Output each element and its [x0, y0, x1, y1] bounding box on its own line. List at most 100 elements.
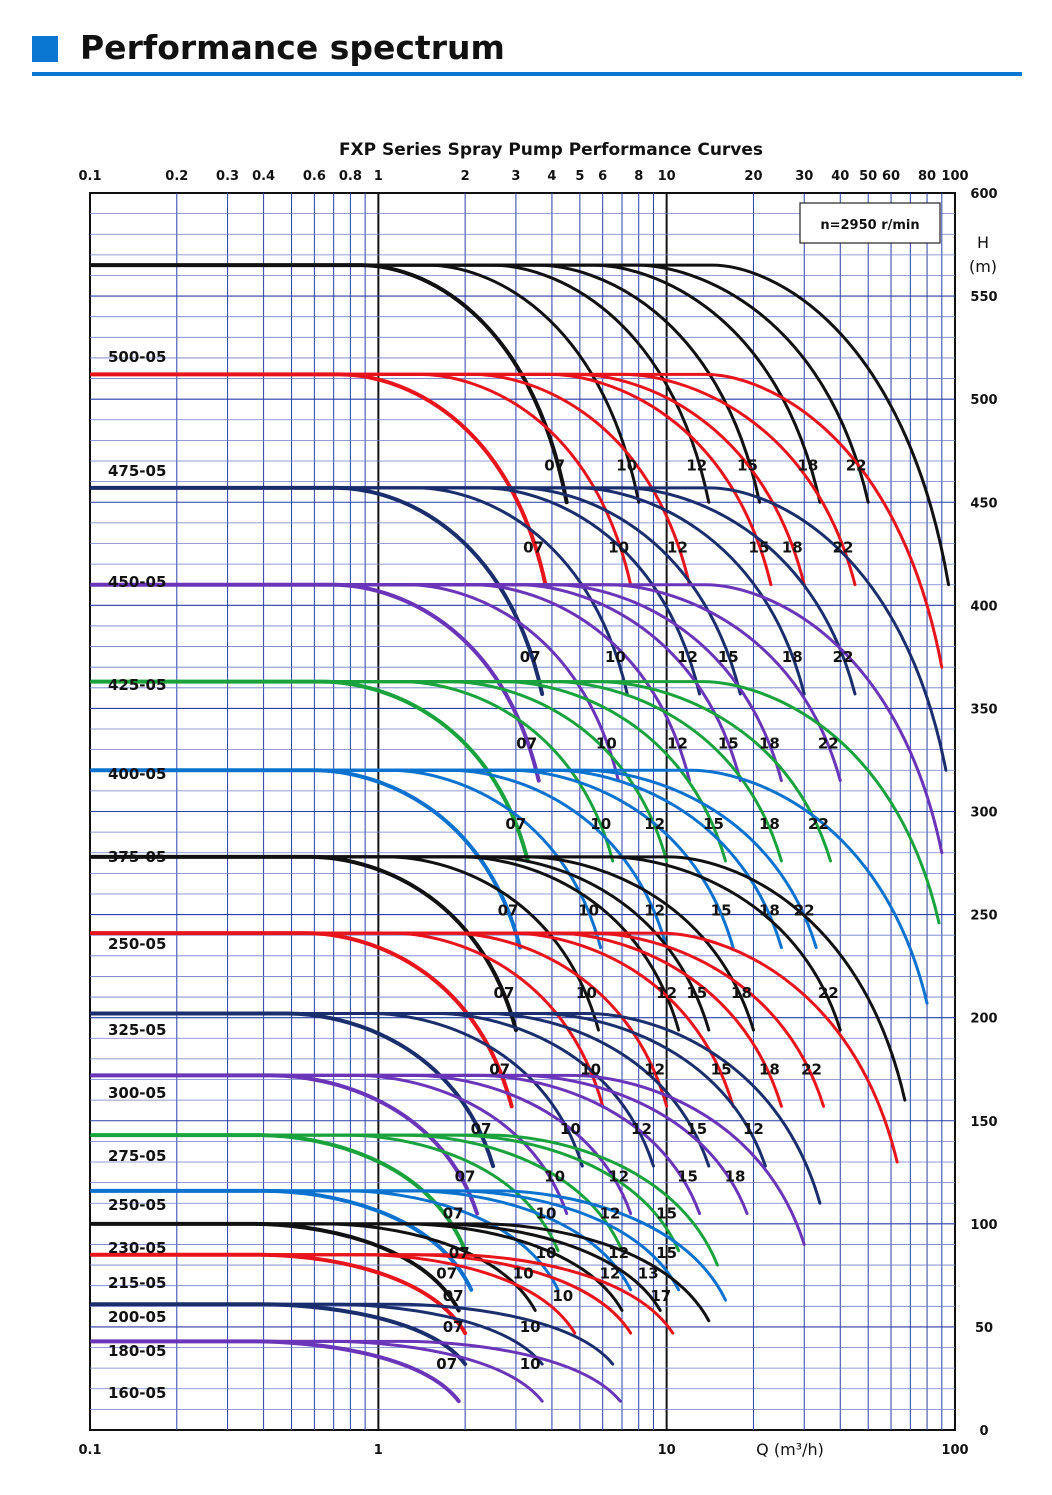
impeller-label: 12 — [644, 815, 665, 833]
impeller-label: 07 — [520, 648, 541, 666]
top-tick-label: 80 — [918, 169, 936, 184]
impeller-label: 18 — [759, 1060, 780, 1078]
impeller-label: 15 — [686, 984, 707, 1002]
speed-note: n=2950 r/min — [820, 218, 919, 233]
impeller-curve — [90, 263, 951, 587]
page-title: Performance spectrum — [80, 28, 505, 67]
bottom-tick-label: 1 — [374, 1443, 383, 1458]
right-tick-label: 600 — [970, 187, 997, 202]
impeller-label: 10 — [596, 735, 617, 753]
impeller-curve — [90, 768, 929, 1005]
impeller-label: 10 — [552, 1287, 573, 1305]
impeller-label: 10 — [520, 1355, 541, 1373]
impeller-label: 22 — [833, 648, 854, 666]
y-axis-title-line-2: (m) — [969, 257, 997, 276]
impeller-label: 10 — [590, 815, 611, 833]
impeller-label: 15 — [749, 539, 770, 557]
impeller-label: 12 — [686, 456, 707, 474]
impeller-curve — [90, 1012, 822, 1205]
impeller-label: 12 — [644, 902, 665, 920]
impeller-label: 07 — [449, 1244, 470, 1262]
series-name-label: 400-05 — [108, 765, 166, 783]
top-tick-label: 20 — [744, 169, 762, 184]
header-rule — [32, 72, 1022, 76]
series-name-label: 475-05 — [108, 462, 166, 480]
right-tick-label: 50 — [975, 1321, 993, 1336]
series-name-label: 250-05 — [108, 1196, 166, 1214]
impeller-label: 10 — [536, 1244, 557, 1262]
impeller-label: 15 — [737, 456, 758, 474]
impeller-label: 10 — [520, 1318, 541, 1336]
right-tick-label: 500 — [970, 393, 997, 408]
impeller-curve — [90, 486, 948, 772]
impeller-label: 10 — [576, 984, 597, 1002]
impeller-label: 12 — [743, 1120, 764, 1138]
x-axis-title: Q (m³/h) — [756, 1440, 824, 1459]
impeller-label: 10 — [536, 1205, 557, 1223]
bottom-tick-label: 10 — [658, 1443, 676, 1458]
series-name-label: 325-05 — [108, 1021, 166, 1039]
top-tick-label: 0.8 — [339, 169, 362, 184]
impeller-label: 15 — [656, 1205, 677, 1223]
right-tick-label: 450 — [970, 496, 997, 511]
right-tick-label: 550 — [970, 290, 997, 305]
chart-title: FXP Series Spray Pump Performance Curves — [339, 140, 763, 160]
impeller-label: 12 — [667, 735, 688, 753]
impeller-label: 18 — [759, 815, 780, 833]
impeller-label: 22 — [818, 735, 839, 753]
top-tick-label: 2 — [461, 169, 470, 184]
impeller-label: 07 — [443, 1205, 464, 1223]
y-axis-title-line-1: H — [977, 233, 989, 252]
impeller-label: 07 — [436, 1264, 457, 1282]
impeller-label: 22 — [801, 1060, 822, 1078]
series-name-label: 425-05 — [108, 676, 166, 694]
top-tick-label: 1 — [374, 169, 383, 184]
right-tick-label: 200 — [970, 1012, 997, 1027]
top-tick-label: 50 — [859, 169, 877, 184]
impeller-label: 15 — [711, 1060, 732, 1078]
impeller-curve — [90, 372, 944, 669]
series-name-label: 200-05 — [108, 1308, 166, 1326]
bottom-tick-label: 100 — [941, 1443, 968, 1458]
impeller-label: 07 — [443, 1318, 464, 1336]
series-name-label: 215-05 — [108, 1274, 166, 1292]
series-name-label: 300-05 — [108, 1084, 166, 1102]
impeller-label: 07 — [489, 1060, 510, 1078]
series-name-label: 160-05 — [108, 1384, 166, 1402]
impeller-label: 07 — [493, 984, 514, 1002]
impeller-label: 18 — [759, 735, 780, 753]
impeller-curve — [90, 1133, 719, 1267]
top-tick-label: 60 — [882, 169, 900, 184]
series-name-label: 230-05 — [108, 1239, 166, 1257]
impeller-label: 18 — [759, 902, 780, 920]
impeller-label: 10 — [608, 539, 629, 557]
impeller-curve — [90, 1189, 728, 1302]
impeller-label: 07 — [455, 1168, 476, 1186]
impeller-label: 22 — [833, 539, 854, 557]
impeller-label: 15 — [718, 648, 739, 666]
impeller-label: 12 — [600, 1205, 621, 1223]
right-tick-label: 400 — [970, 599, 997, 614]
header-accent-square — [32, 36, 58, 62]
series-name-label: 180-05 — [108, 1342, 166, 1360]
top-tick-label: 100 — [941, 169, 968, 184]
impeller-label: 12 — [608, 1244, 629, 1262]
top-tick-label: 0.4 — [252, 169, 275, 184]
top-tick-label: 4 — [547, 169, 556, 184]
impeller-label: 17 — [650, 1287, 671, 1305]
impeller-label: 22 — [794, 902, 815, 920]
top-tick-label: 0.6 — [303, 169, 326, 184]
impeller-label: 07 — [443, 1287, 464, 1305]
impeller-curve — [90, 1222, 711, 1323]
impeller-label: 15 — [711, 902, 732, 920]
page-header: Performance spectrum — [32, 26, 1022, 78]
impeller-label: 07 — [505, 815, 526, 833]
impeller-label: 15 — [703, 815, 724, 833]
impeller-label: 15 — [677, 1168, 698, 1186]
impeller-label: 07 — [544, 456, 565, 474]
impeller-label: 10 — [616, 456, 637, 474]
impeller-curve — [90, 583, 944, 855]
text-layer: 0.1 0.2 0.3 0.4 0.6 0.8 1 2 3 4 5 6 8 10 20 30 40 50 60 80 1… — [78, 169, 997, 1458]
impeller-curve — [90, 1073, 806, 1246]
top-tick-label: 30 — [795, 169, 813, 184]
